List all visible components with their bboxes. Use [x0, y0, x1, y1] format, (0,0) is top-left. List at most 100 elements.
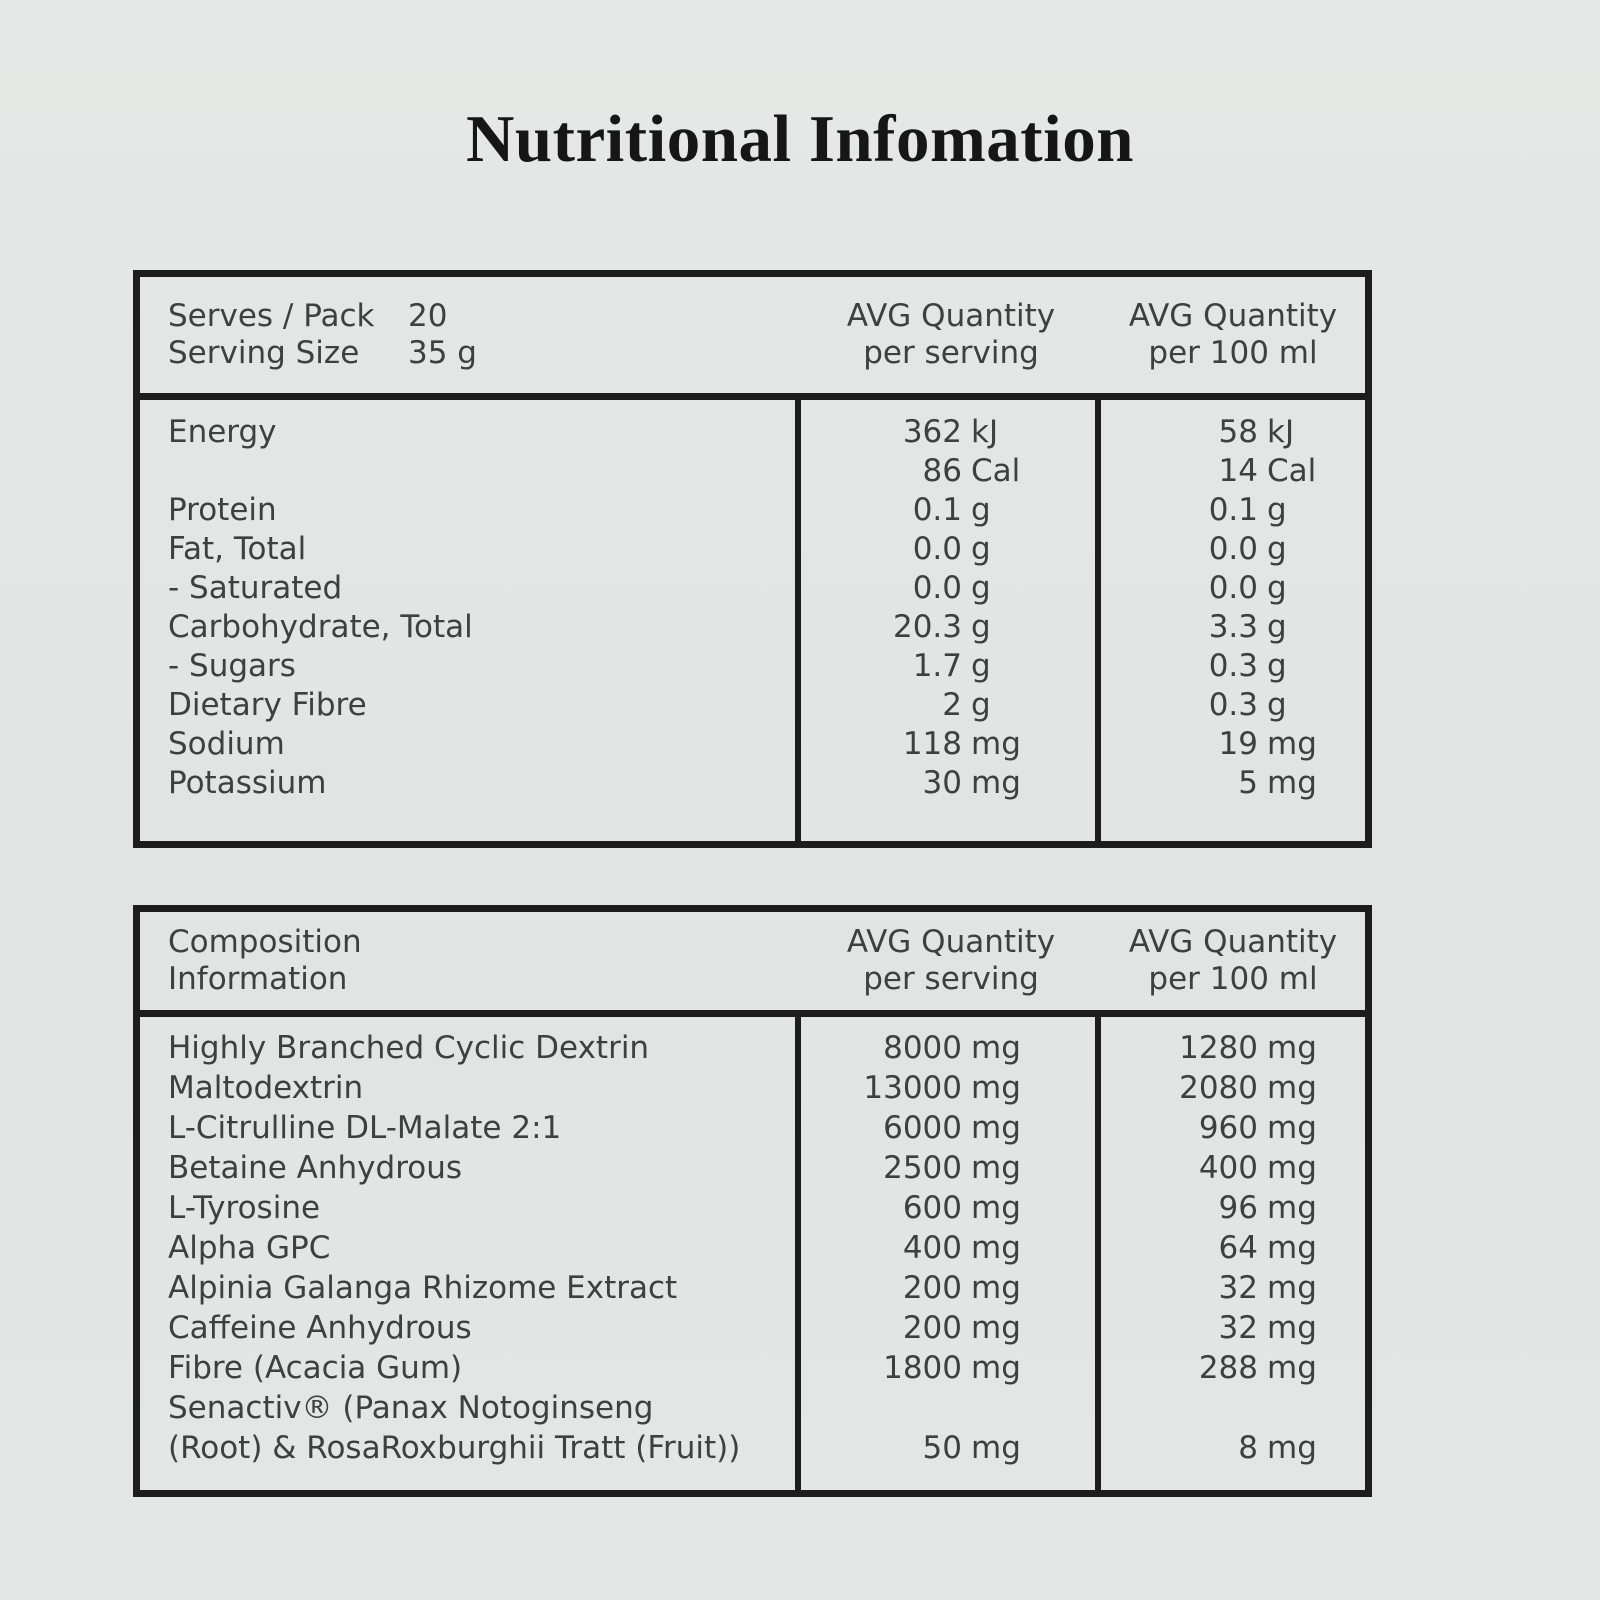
row-label: Fat, Total [168, 531, 307, 567]
value-number: 1.7 [912, 648, 962, 684]
value-unit: mg [1267, 1270, 1317, 1306]
row-label [140, 452, 801, 491]
value-per-100ml [1101, 1388, 1365, 1428]
avg-quantity-label: AVG Quantity [846, 924, 1056, 960]
table-row: Caffeine Anhydrous 200 mg 32 mg [140, 1308, 1365, 1348]
value-per-100ml: 3.3 g [1101, 608, 1365, 647]
row-label: Highly Branched Cyclic Dextrin [168, 1030, 650, 1066]
table-row: Highly Branched Cyclic Dextrin 8000 mg 1280… [140, 1028, 1365, 1068]
page-title: Nutritional Infomation [465, 102, 1134, 176]
value-number: 3.3 [1208, 609, 1258, 645]
table-row: Sodium 118 mg 19 mg [140, 725, 1365, 764]
value-number: 5 [1238, 765, 1258, 801]
value-number: 0.3 [1208, 687, 1258, 723]
table-row: L-Citrulline DL-Malate 2:1 6000 mg 960 mg [140, 1108, 1365, 1148]
composition-title-line: Composition [168, 924, 801, 961]
column-header-per-100ml: AVG Quantity per 100 ml [1101, 924, 1365, 998]
value-number: 13000 [863, 1070, 962, 1106]
value-per-serving: 1.7 g [801, 647, 1101, 686]
value-unit: g [1267, 570, 1287, 606]
column-header-per-serving: AVG Quantity per serving [801, 298, 1101, 372]
value-number: 0.0 [1208, 531, 1258, 567]
value-per-100ml: 2080 mg [1101, 1068, 1365, 1108]
value-number: 0.1 [1208, 492, 1258, 528]
per-serving-label: per serving [863, 961, 1039, 997]
serving-size-value: 35 g [408, 335, 477, 371]
value-unit: mg [1267, 1110, 1317, 1146]
value-per-100ml: 400 mg [1101, 1148, 1365, 1188]
value-per-100ml: 0.0 g [1101, 569, 1365, 608]
value-unit: mg [971, 1310, 1021, 1346]
value-per-100ml: 1280 mg [1101, 1028, 1365, 1068]
composition-information-table: Composition Information AVG Quantity per… [133, 905, 1372, 1497]
value-unit: mg [971, 1230, 1021, 1266]
value-per-serving: 13000 mg [801, 1068, 1101, 1108]
value-per-100ml: 32 mg [1101, 1308, 1365, 1348]
value-unit: g [971, 609, 991, 645]
row-label: Potassium [168, 765, 327, 801]
value-unit: mg [971, 726, 1021, 762]
value-per-serving: 362 kJ [801, 413, 1101, 452]
row-label: L-Citrulline DL-Malate 2:1 [168, 1110, 562, 1146]
value-unit: mg [971, 765, 1021, 801]
value-unit: g [1267, 492, 1287, 528]
per-serving-label: per serving [863, 335, 1039, 371]
table-row: Maltodextrin 13000 mg 2080 mg [140, 1068, 1365, 1108]
value-number: 0.3 [1208, 648, 1258, 684]
value-number: 200 [902, 1270, 962, 1306]
value-unit: g [971, 570, 991, 606]
value-unit: mg [1267, 1070, 1317, 1106]
table-row: Carbohydrate, Total 20.3 g 3.3 g [140, 608, 1365, 647]
row-label: Maltodextrin [168, 1070, 364, 1106]
row-label: Sodium [168, 726, 285, 762]
value-per-100ml: 14 Cal [1101, 452, 1365, 491]
value-unit: mg [971, 1190, 1021, 1226]
value-per-100ml: 0.3 g [1101, 647, 1365, 686]
value-unit: mg [971, 1110, 1021, 1146]
value-per-serving: 200 mg [801, 1268, 1101, 1308]
row-label: Betaine Anhydrous [168, 1150, 463, 1186]
value-unit: mg [1267, 1310, 1317, 1346]
value-per-serving: 0.0 g [801, 569, 1101, 608]
row-label: Protein [168, 492, 277, 528]
value-per-serving: 400 mg [801, 1228, 1101, 1268]
value-unit: mg [971, 1150, 1021, 1186]
value-number: 20.3 [892, 609, 962, 645]
value-per-100ml: 0.3 g [1101, 686, 1365, 725]
value-number: 0.0 [912, 570, 962, 606]
value-number: 64 [1218, 1230, 1258, 1266]
value-number: 0.0 [1208, 570, 1258, 606]
value-number [801, 1388, 962, 1428]
value-unit: kJ [1267, 414, 1295, 450]
value-per-serving [801, 1388, 1101, 1428]
value-unit: g [1267, 687, 1287, 723]
column-divider [1095, 1017, 1101, 1490]
row-label: Alpinia Galanga Rhizome Extract [168, 1270, 678, 1306]
value-unit: mg [1267, 1030, 1317, 1066]
value-per-serving: 1800 mg [801, 1348, 1101, 1388]
value-unit: Cal [971, 453, 1021, 489]
serving-size-label: Serving Size [168, 335, 360, 371]
value-per-100ml: 0.1 g [1101, 491, 1365, 530]
value-per-100ml: 19 mg [1101, 725, 1365, 764]
table-row: L-Tyrosine 600 mg 96 mg [140, 1188, 1365, 1228]
column-divider [795, 1017, 801, 1490]
value-unit: kJ [971, 414, 999, 450]
value-number: 0.0 [912, 531, 962, 567]
table-row: Alpinia Galanga Rhizome Extract 200 mg 32 mg [140, 1268, 1365, 1308]
value-per-100ml: 58 kJ [1101, 413, 1365, 452]
serves-per-pack-value: 20 [408, 298, 448, 334]
value-unit: mg [971, 1270, 1021, 1306]
value-number: 50 [922, 1430, 962, 1466]
value-per-serving: 118 mg [801, 725, 1101, 764]
row-label: Energy [168, 414, 277, 450]
value-number: 118 [902, 726, 962, 762]
composition-info-title: Composition Information [140, 924, 801, 998]
value-number: 58 [1218, 414, 1258, 450]
table-row: Protein 0.1 g 0.1 g [140, 491, 1365, 530]
value-number: 30 [922, 765, 962, 801]
value-number [1101, 1388, 1258, 1428]
per-100ml-label: per 100 ml [1148, 961, 1318, 997]
value-unit: Cal [1267, 453, 1317, 489]
